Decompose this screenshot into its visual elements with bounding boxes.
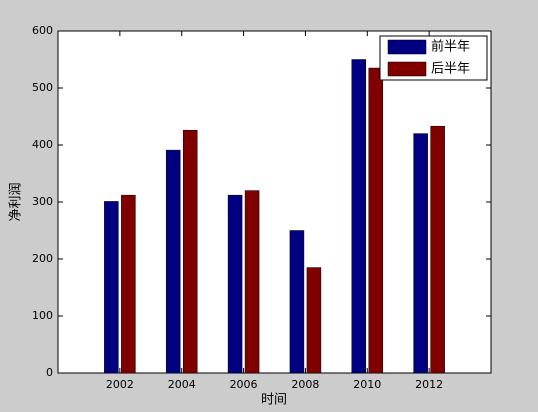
bar [351, 59, 367, 374]
bar [430, 125, 445, 374]
legend-swatch [387, 39, 427, 55]
bar [182, 129, 198, 374]
legend-label: 后半年 [431, 62, 470, 77]
y-tick-label: 100 [32, 309, 53, 322]
bar [165, 149, 181, 374]
x-axis-label: 时间 [261, 393, 287, 408]
x-tick-label: 2004 [168, 378, 196, 391]
bar [306, 267, 322, 374]
y-tick-label: 600 [32, 24, 53, 37]
x-tick-label: 2012 [415, 378, 443, 391]
legend-swatch [387, 61, 427, 77]
y-axis-label: 净利润 [9, 182, 24, 221]
bar [289, 230, 305, 374]
y-tick-label: 500 [32, 81, 53, 94]
bar [121, 194, 136, 374]
bar [413, 133, 428, 374]
bar [368, 67, 384, 374]
y-tick-label: 0 [46, 366, 53, 379]
x-tick-label: 2002 [106, 378, 134, 391]
y-tick-label: 400 [32, 138, 53, 151]
bar [244, 190, 260, 374]
bar [227, 194, 243, 374]
y-tick-label: 200 [32, 252, 53, 265]
bar [104, 201, 119, 374]
x-tick-label: 2010 [353, 378, 381, 391]
x-tick-label: 2008 [291, 378, 319, 391]
y-tick-label: 300 [32, 195, 53, 208]
x-tick-label: 2006 [230, 378, 258, 391]
legend-label: 前半年 [431, 39, 470, 55]
